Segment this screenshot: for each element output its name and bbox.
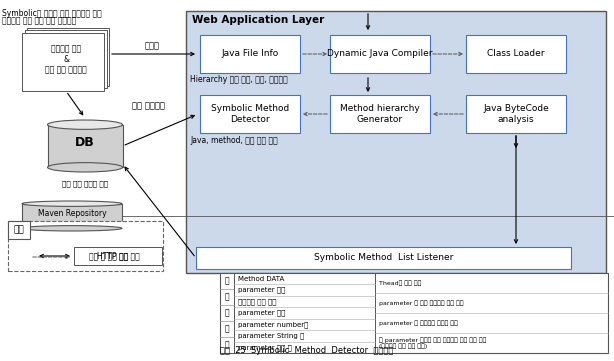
Text: parameter 타임: parameter 타임	[238, 310, 286, 316]
FancyBboxPatch shape	[22, 33, 104, 91]
Text: Class Loader: Class Loader	[488, 49, 545, 58]
Text: Java, method, 주요 패턴 저장: Java, method, 주요 패턴 저장	[190, 136, 278, 145]
Text: Maven Repository: Maven Repository	[37, 209, 106, 218]
Text: 알고리즘 분석 목록 선정 아키텍처: 알고리즘 분석 목록 선정 아키텍처	[2, 16, 76, 25]
Text: parameter 유무: parameter 유무	[238, 287, 286, 293]
Text: 업로드: 업로드	[144, 42, 160, 51]
Text: 분석 패턴조회: 분석 패턴조회	[131, 101, 165, 110]
Text: 턴: 턴	[225, 325, 229, 334]
Text: 런타임이 있는 경우: 런타임이 있는 경우	[238, 298, 276, 305]
FancyBboxPatch shape	[330, 35, 430, 73]
FancyBboxPatch shape	[22, 204, 122, 228]
FancyBboxPatch shape	[25, 30, 107, 88]
FancyBboxPatch shape	[8, 221, 163, 271]
Text: parameter number형: parameter number형	[238, 321, 308, 328]
FancyBboxPatch shape	[466, 35, 566, 73]
Ellipse shape	[47, 163, 123, 172]
Ellipse shape	[22, 201, 122, 206]
Text: parameter 에 대한 계산식이 있는 경우: parameter 에 대한 계산식이 있는 경우	[379, 300, 464, 306]
Ellipse shape	[47, 120, 123, 129]
FancyBboxPatch shape	[196, 247, 571, 269]
Text: HTTP 요청 흐름: HTTP 요청 흐름	[96, 252, 139, 261]
Text: 분석 타겟 리스트 저장: 분석 타겟 리스트 저장	[62, 180, 108, 187]
Text: parameter String 형: parameter String 형	[238, 332, 305, 339]
Text: Symbolic Method  List Listener: Symbolic Method List Listener	[314, 253, 453, 262]
Text: 분석대상 소스
&
분석 대상 프로젝트: 분석대상 소스 & 분석 대상 프로젝트	[45, 44, 87, 74]
Text: 석: 석	[225, 292, 229, 301]
Text: 각 parameter 흐름에 있어 복잡도에 대한 우선 순위
(복잡도에 대한 기준 정의): 각 parameter 흐름에 있어 복잡도에 대한 우선 순위 (복잡도에 대…	[379, 337, 486, 349]
FancyBboxPatch shape	[200, 35, 300, 73]
Text: Method hierarchy
Generator: Method hierarchy Generator	[340, 104, 420, 124]
Text: Thead가 있는 경우: Thead가 있는 경우	[379, 280, 421, 286]
Text: Hierarchy 구조 저정, 조회, 업데이트: Hierarchy 구조 저정, 조회, 업데이트	[190, 75, 288, 84]
Text: parameter 가 조건절로 흐르는 경우: parameter 가 조건절로 흐르는 경우	[379, 320, 458, 326]
Text: 룰: 룰	[225, 340, 229, 349]
Text: Web Application Layer: Web Application Layer	[192, 15, 324, 25]
Text: parameter 복합 형: parameter 복합 형	[238, 344, 292, 351]
Text: Java ByteCode
analysis: Java ByteCode analysis	[483, 104, 549, 124]
FancyBboxPatch shape	[330, 95, 430, 133]
FancyBboxPatch shape	[200, 95, 300, 133]
FancyBboxPatch shape	[8, 221, 30, 239]
FancyBboxPatch shape	[74, 247, 162, 265]
FancyBboxPatch shape	[466, 95, 566, 133]
FancyBboxPatch shape	[47, 125, 123, 167]
Text: 범례: 범례	[14, 226, 25, 235]
Text: 모듈 간 실행 관계: 모듈 간 실행 관계	[89, 252, 129, 261]
Text: Symbolic이 필요한 대상 타겟팅을 위한: Symbolic이 필요한 대상 타겟팅을 위한	[2, 9, 102, 18]
FancyBboxPatch shape	[186, 11, 606, 273]
Text: Symbolic Method
Detector: Symbolic Method Detector	[211, 104, 289, 124]
FancyBboxPatch shape	[27, 28, 109, 86]
Text: 그림  25  Symbolic  Method  Detector  아키텍처: 그림 25 Symbolic Method Detector 아키텍처	[220, 346, 394, 355]
Ellipse shape	[22, 226, 122, 231]
Text: Method DATA: Method DATA	[238, 276, 284, 282]
Text: Java File Info: Java File Info	[222, 49, 279, 58]
FancyBboxPatch shape	[220, 273, 608, 353]
Text: 분: 분	[225, 277, 229, 286]
Text: DB: DB	[75, 136, 95, 149]
Text: 패: 패	[225, 309, 229, 318]
Text: Dynamic Java Compiler: Dynamic Java Compiler	[327, 49, 433, 58]
